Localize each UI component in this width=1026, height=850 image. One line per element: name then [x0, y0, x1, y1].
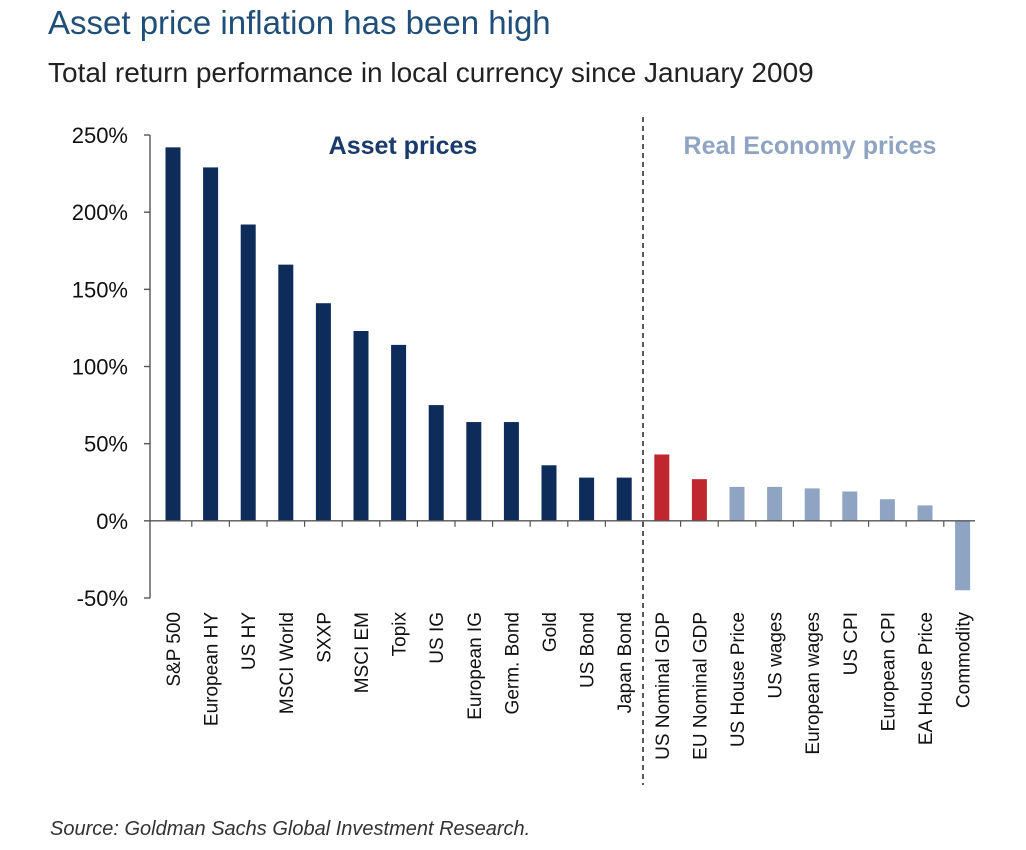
y-tick-label: 250%	[72, 123, 128, 148]
bar	[729, 486, 745, 521]
category-label: Japan Bond	[615, 612, 636, 713]
category-label: US CPI	[841, 612, 862, 675]
bar	[240, 224, 256, 521]
category-label: European HY	[202, 612, 223, 726]
category-label: US HY	[239, 612, 260, 670]
category-label: EA House Price	[916, 612, 937, 745]
category-label: EU Nominal GDP	[690, 612, 711, 760]
category-label: European CPI	[878, 612, 899, 731]
y-axis: 250% 200% 150% 100% 50% 0% -50%	[72, 123, 151, 611]
bar	[466, 422, 482, 521]
category-label: US wages	[766, 612, 787, 699]
bar	[691, 479, 707, 521]
category-label: US House Price	[728, 612, 749, 747]
bar	[917, 505, 933, 521]
category-label: European IG	[465, 612, 486, 720]
bar	[503, 422, 519, 521]
category-label: European wages	[803, 612, 824, 755]
real-economy-prices-label: Real Economy prices	[684, 132, 937, 160]
source-note: Source: Goldman Sachs Global Investment …	[50, 818, 531, 840]
y-tick-label: 50%	[84, 432, 128, 457]
bar	[428, 405, 444, 521]
x-axis	[150, 520, 975, 527]
category-label: S&P 500	[164, 612, 185, 687]
y-tick-label: -50%	[77, 586, 128, 611]
category-label: MSCI EM	[352, 612, 373, 693]
bar	[391, 344, 407, 521]
y-tick-label: 100%	[72, 355, 128, 380]
y-tick-label: 150%	[72, 277, 128, 302]
bar	[955, 520, 971, 591]
category-label: US IG	[427, 612, 448, 664]
bar	[278, 264, 294, 521]
asset-prices-label: Asset prices	[329, 132, 478, 160]
chart-title: Asset price inflation has been high	[48, 4, 551, 41]
category-label: Germ. Bond	[502, 612, 523, 714]
category-label: US Nominal GDP	[653, 612, 674, 760]
category-label: MSCI World	[277, 612, 298, 714]
category-label: SXXP	[314, 612, 335, 663]
bar	[804, 488, 820, 521]
bar	[767, 486, 783, 521]
category-label: US Bond	[578, 612, 599, 688]
bar	[165, 147, 181, 521]
category-labels: S&P 500 European HY US HY MSCI World SXXP MSC…	[164, 612, 975, 760]
bar	[541, 465, 557, 521]
bar	[315, 303, 331, 521]
bar	[579, 477, 595, 521]
category-label: Gold	[540, 612, 561, 652]
bar	[879, 499, 895, 521]
bar	[616, 477, 632, 521]
y-tick-label: 0%	[96, 509, 128, 534]
bar	[842, 491, 858, 521]
bar	[203, 167, 219, 521]
chart-subtitle: Total return performance in local curren…	[48, 57, 814, 88]
category-label: Commodity	[954, 612, 975, 709]
category-label: Topix	[390, 612, 411, 657]
bars	[165, 147, 971, 591]
bar	[353, 331, 369, 521]
y-tick-label: 200%	[72, 200, 128, 225]
bar	[654, 454, 670, 521]
